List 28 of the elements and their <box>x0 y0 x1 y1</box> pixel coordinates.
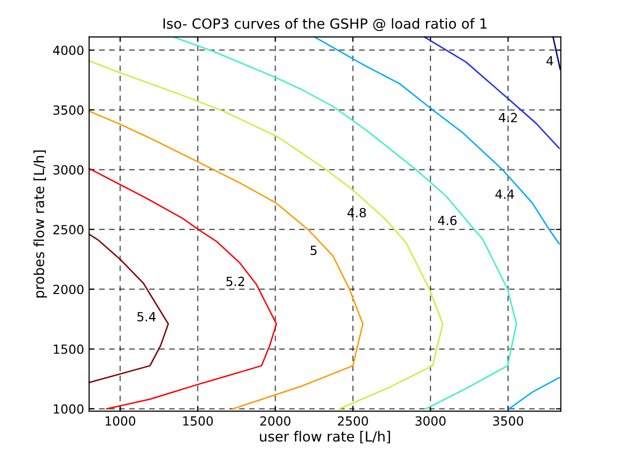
line-series <box>88 234 169 384</box>
y-tick-label: 4000 <box>53 46 84 56</box>
y-tick-label: 2000 <box>53 284 84 294</box>
x-tick-label: 3000 <box>416 416 446 426</box>
line-series <box>424 36 560 149</box>
x-tick-label: 1500 <box>183 416 213 426</box>
x-tick-label: 1000 <box>106 416 136 426</box>
series-label: 5.4 <box>137 312 156 322</box>
series-label: 4.4 <box>495 190 514 199</box>
x-tick-label: 3500 <box>493 416 524 426</box>
series-label: 4 <box>546 56 554 66</box>
series-label: 4.8 <box>347 208 366 218</box>
y-tick-label: 1000 <box>54 404 84 414</box>
x-tick-label: 2500 <box>338 416 368 426</box>
series-label: 5.2 <box>226 276 244 286</box>
line-series <box>88 168 278 410</box>
x-tick-label: 2000 <box>260 416 290 426</box>
line-series <box>88 110 364 410</box>
y-tick-label: 1500 <box>54 344 84 354</box>
line-series <box>172 36 518 410</box>
series-label: 4.6 <box>438 216 457 226</box>
y-tick-label: 3000 <box>53 165 84 175</box>
y-axis-title: probes flow rate [L/h] <box>33 150 47 298</box>
series-label: 5 <box>310 246 317 256</box>
chart-title: Iso- COP3 curves of the GSHP @ load ratio of 1 <box>164 18 487 32</box>
x-axis-title: user flow rate [L/h] <box>260 430 390 444</box>
y-tick-label: 2500 <box>53 224 84 234</box>
y-tick-label: 3500 <box>53 105 84 115</box>
